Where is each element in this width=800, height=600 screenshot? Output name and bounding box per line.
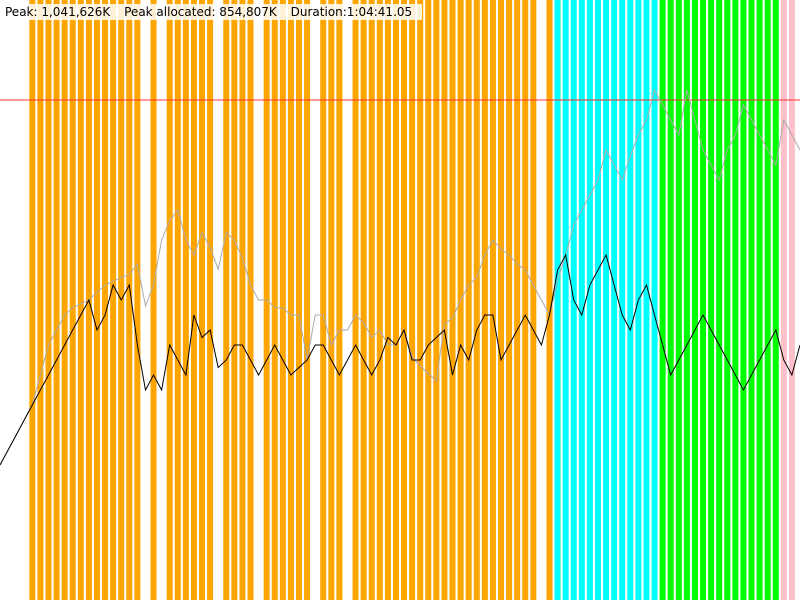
phase-band [392, 0, 399, 600]
peak-allocated-label: Peak allocated: 854,807K [124, 5, 277, 19]
phase-band [465, 0, 472, 600]
phase-band [102, 0, 109, 600]
phase-band [594, 0, 601, 600]
phase-band [376, 0, 383, 600]
phase-band [441, 0, 448, 600]
phase-band [651, 0, 658, 600]
phase-band [53, 0, 60, 600]
phase-band [433, 0, 440, 600]
phase-band [279, 0, 286, 600]
phase-band [409, 0, 416, 600]
phase-band [110, 0, 117, 600]
phase-band [691, 0, 698, 600]
phase-band [231, 0, 238, 600]
phase-band [77, 0, 84, 600]
phase-band [578, 0, 585, 600]
phase-band [643, 0, 650, 600]
phase-band [190, 0, 197, 600]
phase-band [611, 0, 618, 600]
phase-band [659, 0, 666, 600]
phase-band [401, 0, 408, 600]
peak-label: Peak: 1,041,626K [5, 5, 111, 19]
phase-band [45, 0, 52, 600]
phase-band [93, 0, 100, 600]
phase-band [562, 0, 569, 600]
phase-band [417, 0, 424, 600]
phase-band [239, 0, 246, 600]
phase-band [134, 0, 141, 600]
phase-band [708, 0, 715, 600]
phase-band [368, 0, 375, 600]
phase-band [788, 0, 795, 600]
phase-band [61, 0, 68, 600]
phase-band [780, 0, 787, 600]
phase-band [627, 0, 634, 600]
phase-band [506, 0, 513, 600]
phase-band [700, 0, 707, 600]
phase-band [425, 0, 432, 600]
phase-band [150, 0, 157, 600]
phase-band [295, 0, 302, 600]
phase-band [724, 0, 731, 600]
series-lines [0, 88, 800, 466]
phase-band [740, 0, 747, 600]
phase-band [328, 0, 335, 600]
phase-band [481, 0, 488, 600]
stats-bar: Peak: 1,041,626K Peak allocated: 854,807… [5, 4, 423, 20]
phase-band [166, 0, 173, 600]
phase-bands [29, 0, 795, 600]
phase-band [716, 0, 723, 600]
phase-band [29, 0, 36, 600]
phase-band [675, 0, 682, 600]
phase-band [174, 0, 181, 600]
phase-band [683, 0, 690, 600]
phase-band [473, 0, 480, 600]
phase-band [489, 0, 496, 600]
phase-band [352, 0, 359, 600]
phase-band [360, 0, 367, 600]
phase-band [514, 0, 521, 600]
phase-band [748, 0, 755, 600]
phase-band [384, 0, 391, 600]
phase-band [732, 0, 739, 600]
phase-band [667, 0, 674, 600]
phase-band [271, 0, 278, 600]
phase-band [530, 0, 537, 600]
phase-band [37, 0, 44, 600]
phase-band [764, 0, 771, 600]
phase-band [182, 0, 189, 600]
phase-band [449, 0, 456, 600]
phase-band [586, 0, 593, 600]
phase-band [756, 0, 763, 600]
phase-band [287, 0, 294, 600]
phase-band [304, 0, 311, 600]
phase-band [619, 0, 626, 600]
duration-label: Duration:1:04:41.05 [290, 5, 413, 19]
phase-band [498, 0, 505, 600]
phase-band [223, 0, 230, 600]
phase-band [126, 0, 133, 600]
phase-band [772, 0, 779, 600]
phase-band [207, 0, 214, 600]
phase-band [199, 0, 206, 600]
series-line-black [0, 253, 800, 466]
phase-band [336, 0, 343, 600]
phase-band [320, 0, 327, 600]
phase-band [603, 0, 610, 600]
phase-band [247, 0, 254, 600]
phase-band [546, 0, 553, 600]
phase-band [522, 0, 529, 600]
phase-band [554, 0, 561, 600]
phase-band [69, 0, 76, 600]
